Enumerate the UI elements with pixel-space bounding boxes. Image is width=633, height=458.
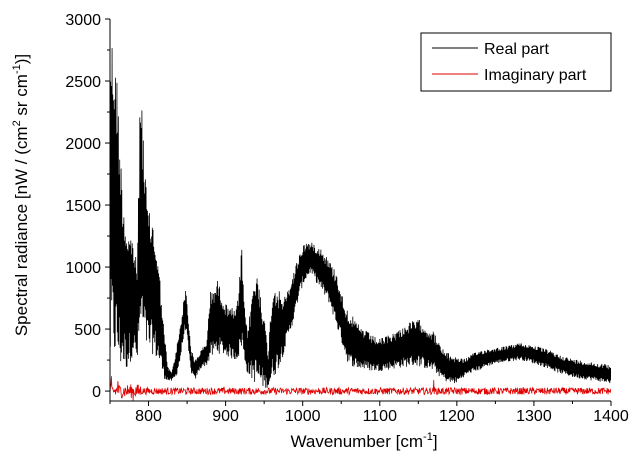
y-tick-label: 3000 <box>65 12 101 29</box>
x-tick-label: 1400 <box>593 408 629 425</box>
axes: 800 900 1000 1100 1200 1300 1400 0 500 1000 1500 20… <box>65 12 628 425</box>
y-tick-label: 2000 <box>65 136 101 153</box>
y-axis-title: Spectral radiance [nW / (cm2 sr cm-1)] <box>11 54 31 336</box>
x-tick-label: 1000 <box>285 408 321 425</box>
x-axis-title-sup: -1 <box>423 431 433 443</box>
y-tick-label: 0 <box>92 384 101 401</box>
y-axis-title-sup2: -1 <box>11 64 23 74</box>
x-tick-label: 1200 <box>439 408 475 425</box>
y-tick-label: 500 <box>74 322 101 339</box>
legend: Real part Imaginary part <box>420 32 612 92</box>
y-tick-label: 1000 <box>65 260 101 277</box>
legend-label-real: Real part <box>484 41 549 58</box>
x-tick-label: 900 <box>212 408 239 425</box>
x-tick-label: 800 <box>135 408 162 425</box>
x-tick-label: 1100 <box>363 408 398 425</box>
legend-label-imaginary: Imaginary part <box>484 67 587 84</box>
y-axis-title-sup1: 2 <box>11 120 23 126</box>
y-axis-title-mid: sr cm <box>12 74 31 120</box>
y-axis-title-main: Spectral radiance [nW / (cm <box>12 126 31 336</box>
plot-area <box>110 48 611 401</box>
series-line-real <box>110 48 611 388</box>
svg-text:Wavenumber [cm-1]: Wavenumber [cm-1] <box>290 431 437 451</box>
x-tick-label: 1300 <box>516 408 552 425</box>
y-axis-title-end: )] <box>12 54 31 64</box>
x-axis-title: Wavenumber [cm-1] <box>290 431 437 451</box>
y-tick-label: 1500 <box>65 198 101 215</box>
svg-text:Spectral radiance [nW / (cm2 s: Spectral radiance [nW / (cm2 sr cm-1)] <box>11 54 31 336</box>
legend-box <box>420 32 612 92</box>
y-tick-label: 2500 <box>65 74 101 91</box>
x-axis-title-end: ] <box>433 432 438 451</box>
series-line-imaginary <box>110 376 611 401</box>
x-axis-title-main: Wavenumber [cm <box>290 432 423 451</box>
